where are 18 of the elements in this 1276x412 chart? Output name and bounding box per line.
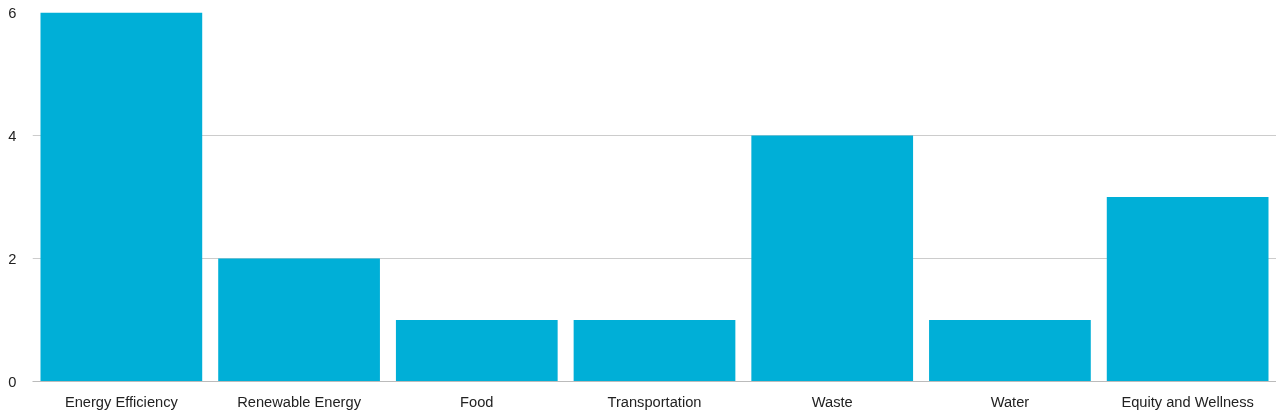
y-tick-label: 4 (8, 127, 17, 144)
x-tick-label: Renewable Energy (237, 393, 362, 410)
y-tick-label: 6 (8, 4, 17, 21)
x-tick-label: Energy Efficiency (64, 393, 179, 410)
bar (573, 320, 736, 382)
x-tick-label: Equity and Wellness (1121, 393, 1254, 410)
bar (40, 12, 203, 382)
y-tick-label: 2 (8, 250, 17, 267)
x-tick-label: Waste (811, 393, 853, 410)
y-tick-label: 0 (8, 373, 17, 390)
bar (751, 135, 914, 382)
bar (929, 320, 1091, 382)
bar (395, 320, 558, 382)
x-tick-label: Food (460, 393, 494, 410)
x-tick-label: Transportation (607, 393, 702, 410)
bar (1106, 197, 1269, 382)
bar (218, 258, 380, 382)
x-tick-label: Water (990, 393, 1030, 410)
